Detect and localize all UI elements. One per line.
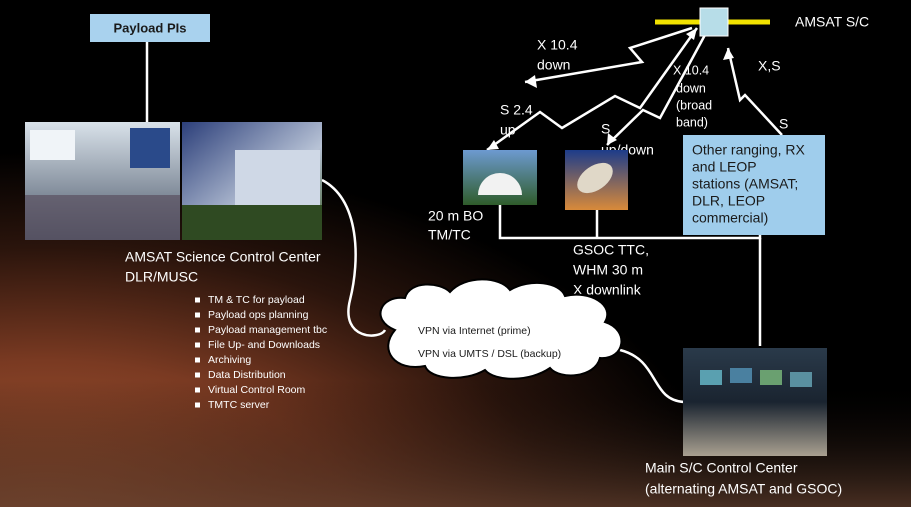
spacecraft-label: AMSAT S/C: [795, 14, 869, 30]
link-label: down: [676, 81, 706, 95]
task-item: File Up- and Downloads: [208, 339, 320, 351]
slide: AMSAT S/C Payload PIs X 10.4 down X 10.4…: [0, 0, 911, 507]
other-stations-text: Other ranging, RX: [692, 142, 805, 158]
bullet: [195, 403, 200, 408]
photo-science-room: [25, 122, 180, 240]
station-label: WHM 30 m: [573, 262, 643, 278]
link-label: X 10.4: [537, 37, 578, 53]
bullet: [195, 358, 200, 363]
bullet: [195, 373, 200, 378]
other-stations-text: and LEOP: [692, 159, 757, 175]
task-item: Payload management tbc: [208, 324, 327, 336]
link-label: up: [500, 122, 516, 138]
link-label: S 2.4: [500, 102, 533, 118]
station-label: GSOC TTC,: [573, 242, 649, 258]
link-label: S: [779, 116, 788, 132]
other-stations-text: stations (AMSAT;: [692, 176, 798, 192]
bullet: [195, 343, 200, 348]
task-item: Virtual Control Room: [208, 384, 306, 396]
task-item: Data Distribution: [208, 369, 286, 381]
payload-pis-label: Payload PIs: [114, 20, 187, 35]
photo-dish: [565, 150, 628, 210]
vpn-text: VPN via UMTS / DSL (backup): [418, 348, 561, 360]
task-item: TM & TC for payload: [208, 294, 305, 306]
bullet: [195, 313, 200, 318]
link-label: (broad: [676, 98, 712, 112]
link-label: X,S: [758, 58, 781, 74]
spacecraft-body: [700, 8, 728, 36]
photo-building: [182, 122, 322, 240]
task-item: Archiving: [208, 354, 251, 366]
science-center-title: DLR/MUSC: [125, 269, 198, 285]
main-center-label: Main S/C Control Center: [645, 460, 798, 476]
link-label: band): [676, 115, 708, 129]
photo-dome: [463, 150, 537, 205]
station-label: TM/TC: [428, 227, 471, 243]
main-center-label: (alternating AMSAT and GSOC): [645, 481, 842, 497]
station-label: 20 m BO: [428, 208, 483, 224]
other-stations-text: DLR, LEOP: [692, 193, 765, 209]
link-label: X 10.4: [673, 63, 709, 77]
bullet: [195, 298, 200, 303]
photo-main-control: [683, 348, 827, 456]
task-item: Payload ops planning: [208, 309, 309, 321]
link-label: down: [537, 57, 570, 73]
link-label: S: [601, 121, 610, 137]
other-stations-text: commercial): [692, 210, 768, 226]
task-item: TMTC server: [208, 399, 270, 411]
bullet: [195, 388, 200, 393]
vpn-text: VPN via Internet (prime): [418, 325, 531, 337]
science-center-title: AMSAT Science Control Center: [125, 249, 321, 265]
bullet: [195, 328, 200, 333]
